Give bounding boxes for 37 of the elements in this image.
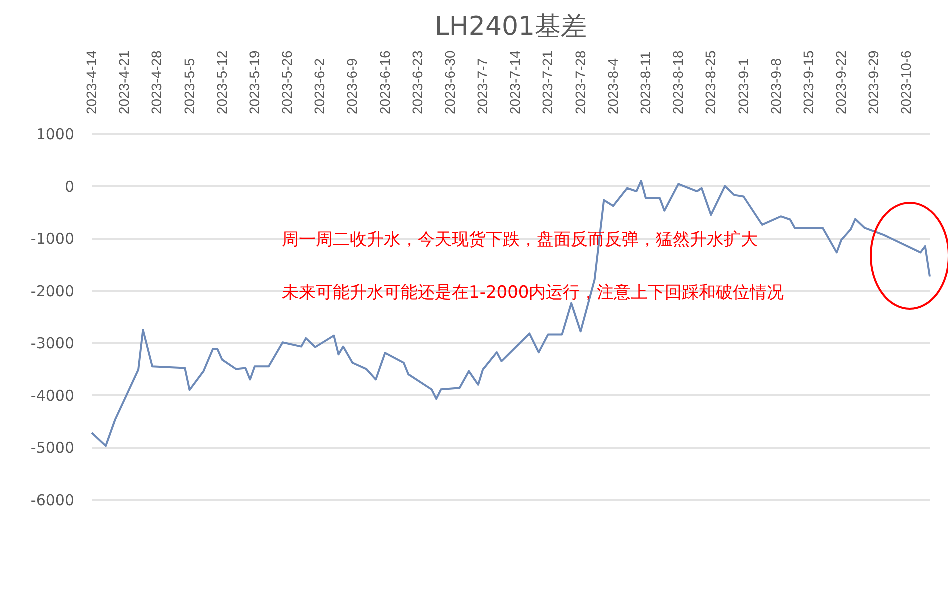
y-tick-label: 0 <box>64 178 74 196</box>
y-tick-label: -6000 <box>30 492 74 510</box>
x-tick-label: 2023-4-21 <box>116 50 132 114</box>
x-tick-label: 2023-9-22 <box>833 50 850 114</box>
y-tick-label: -3000 <box>30 334 74 353</box>
x-tick-label: 2023-4-28 <box>148 50 165 114</box>
x-tick-label: 2023-8-4 <box>604 58 621 114</box>
x-tick-label: 2023-5-12 <box>214 50 230 114</box>
x-tick-label: 2023-6-23 <box>409 50 426 114</box>
x-tick-label: 2023-7-14 <box>507 50 524 114</box>
chart-title: LH2401基差 <box>434 12 588 42</box>
x-tick-label: 2023-9-8 <box>768 58 784 114</box>
x-tick-label: 2023-8-18 <box>670 50 686 114</box>
x-tick-label: 2023-9-15 <box>800 50 816 114</box>
x-tick-label: 2023-6-9 <box>344 58 360 114</box>
y-tick-label: -5000 <box>30 439 74 458</box>
x-tick-label: 2023-10-6 <box>898 50 914 114</box>
y-tick-label: -2000 <box>30 282 74 300</box>
x-tick-label: 2023-4-14 <box>84 50 100 114</box>
line-series <box>91 180 931 448</box>
x-tick-label: 2023-8-11 <box>638 52 654 114</box>
x-tick-label: 2023-6-16 <box>376 50 393 114</box>
x-tick-label: 2023-8-25 <box>702 50 719 114</box>
annotation: 未来可能升水可能还是在1-2000内运行，注意上下回踩和破位情况 <box>282 283 784 303</box>
y-tick-label: -4000 <box>30 386 74 405</box>
x-tick-label: 2023-5-26 <box>279 50 296 114</box>
x-tick-label: 2023-5-5 <box>181 58 198 114</box>
x-tick-label: 2023-5-19 <box>246 50 262 114</box>
y-tick-label: -1000 <box>30 230 74 248</box>
y-tick-label: 1000 <box>36 126 74 144</box>
x-tick-label: 2023-6-2 <box>312 58 328 114</box>
x-tick-label: 2023-7-7 <box>474 58 491 114</box>
x-tick-label: 2023-7-28 <box>572 50 588 114</box>
x-tick-label: 2023-6-30 <box>442 50 458 114</box>
x-tick-label: 2023-9-1 <box>735 58 752 114</box>
x-tick-label: 2023-7-21 <box>540 50 556 114</box>
x-tick-label: 2023-9-29 <box>866 50 882 114</box>
